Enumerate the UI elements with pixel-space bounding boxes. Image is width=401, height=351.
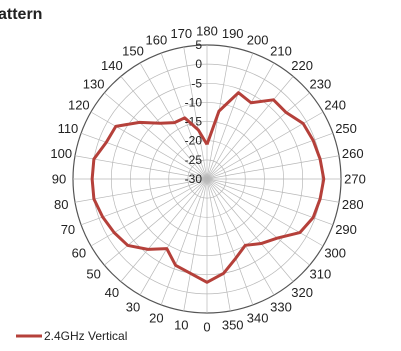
chart-title: attern — [0, 6, 43, 23]
angle-tick-label: 20 — [149, 311, 163, 326]
angle-tick-label: 210 — [270, 43, 292, 58]
grid-spoke — [206, 178, 324, 247]
angle-tick-label: 100 — [50, 146, 72, 161]
grid-spoke — [80, 132, 208, 180]
grid-spoke — [206, 178, 340, 203]
grid-spoke — [206, 178, 310, 266]
angle-tick-label: 280 — [342, 197, 364, 212]
angle-tick-label: 290 — [335, 222, 357, 237]
grid-spoke — [74, 155, 208, 180]
angle-tick-label: 300 — [324, 246, 346, 261]
grid-spoke — [206, 178, 275, 296]
grid-spoke — [160, 178, 208, 306]
grid-spoke — [206, 178, 231, 312]
angle-tick-label: 190 — [222, 26, 244, 41]
angle-tick-label: 180 — [196, 24, 218, 39]
angle-tick-label: 330 — [270, 300, 292, 315]
angle-tick-label: 150 — [122, 43, 144, 58]
angle-tick-label: 260 — [342, 146, 364, 161]
angle-tick-label: 80 — [54, 197, 68, 212]
angle-tick-label: 340 — [247, 311, 269, 326]
angle-tick-label: 70 — [61, 222, 75, 237]
grid-spoke — [90, 111, 208, 180]
angle-tick-label: 160 — [146, 32, 168, 47]
angle-tick-label: 170 — [170, 26, 192, 41]
grid-spoke — [120, 178, 208, 282]
angle-tick-label: 240 — [324, 98, 346, 113]
angle-tick-label: 110 — [58, 121, 79, 136]
grid-spoke — [206, 62, 275, 180]
grid-spoke — [139, 62, 208, 180]
polar-grid — [72, 44, 342, 314]
radial-tick-label: -10 — [185, 95, 203, 109]
radial-tick-label: -5 — [191, 76, 202, 90]
angle-tick-label: 50 — [86, 267, 100, 282]
grid-spoke — [206, 155, 340, 180]
radial-tick-label: -25 — [185, 153, 203, 167]
angle-tick-label: 130 — [83, 76, 105, 91]
angle-tick-label: 90 — [52, 172, 66, 187]
grid-spoke — [74, 178, 208, 203]
angle-tick-labels: 180 190 2002102202302402502602702802903003… — [50, 24, 365, 335]
angle-tick-label: 30 — [126, 300, 140, 315]
grid-spoke — [183, 178, 208, 312]
angle-tick-label: 0 — [203, 320, 210, 335]
grid-spoke — [206, 52, 254, 180]
radial-tick-label: -20 — [185, 134, 203, 148]
angle-tick-label: 270 — [344, 172, 366, 187]
angle-tick-label: 140 — [101, 58, 123, 73]
angle-tick-label: 220 — [291, 58, 313, 73]
legend-label: 2.4GHz Vertical — [44, 329, 127, 343]
grid-spoke — [206, 76, 294, 180]
grid-spoke — [206, 178, 254, 306]
angle-tick-label: 320 — [291, 285, 313, 300]
grid-spoke — [139, 178, 208, 296]
angle-tick-label: 250 — [335, 121, 357, 136]
series-group — [90, 91, 326, 284]
angle-tick-label: 60 — [72, 246, 86, 261]
radial-tick-label: 5 — [195, 38, 202, 52]
grid-spoke — [104, 92, 208, 180]
grid-spoke — [160, 52, 208, 180]
grid-spoke — [104, 178, 208, 266]
radial-tick-label: 0 — [195, 57, 202, 71]
grid-spoke — [90, 178, 208, 247]
radial-tick-label: -15 — [185, 115, 203, 129]
radial-tick-label: -30 — [185, 172, 203, 186]
angle-tick-label: 10 — [174, 317, 188, 332]
angle-tick-label: 230 — [310, 76, 332, 91]
series-line — [90, 91, 326, 284]
legend: 2.4GHz Vertical — [16, 329, 127, 343]
grid-spoke — [183, 46, 208, 180]
grid-spoke — [206, 92, 310, 180]
angle-tick-label: 310 — [310, 267, 332, 282]
angle-tick-label: 120 — [68, 98, 90, 113]
radial-tick-labels: 5 0 -5 -10 -15 -20 -25 -30 — [185, 38, 203, 186]
angle-tick-label: 200 — [247, 32, 269, 47]
angle-tick-label: 40 — [105, 285, 119, 300]
grid-spoke — [120, 76, 208, 180]
angle-tick-label: 350 — [222, 317, 244, 332]
grid-spoke — [206, 178, 294, 282]
